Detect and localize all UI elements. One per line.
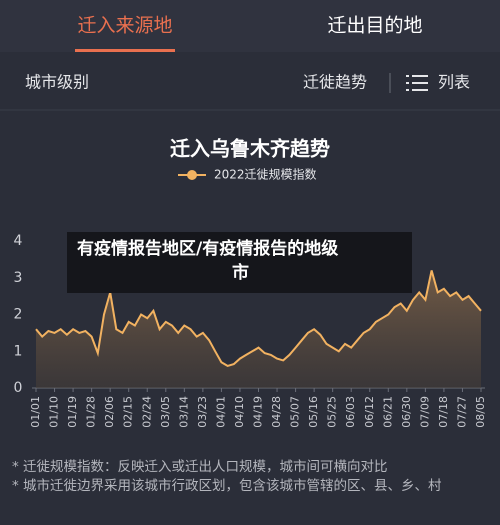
trend-button[interactable]: 迁徙趋势: [303, 73, 367, 92]
x-tick-label: 06/30: [400, 396, 413, 428]
x-tick-label: 06/12: [363, 396, 376, 428]
y-tick-label: 3: [14, 270, 23, 286]
list-icon: [406, 75, 428, 91]
legend-dot: [187, 170, 197, 180]
x-tick-label: 02/24: [140, 396, 153, 428]
x-tick-label: 03/05: [159, 396, 172, 428]
x-tick-label: 03/14: [177, 396, 190, 428]
tab-bar: [0, 0, 500, 52]
x-tick-label: 01/19: [66, 396, 79, 428]
x-tick-label: 01/01: [29, 396, 42, 428]
x-tick-label: 06/03: [344, 396, 357, 428]
x-tick-label: 04/10: [233, 396, 246, 428]
x-tick-label: 05/25: [326, 396, 339, 428]
note: * 城市迁徙边界采用该城市行政区划，包含该城市管辖的区、县、乡、村: [12, 478, 442, 494]
x-tick-label: 07/27: [455, 396, 468, 428]
x-tick-label: 04/01: [214, 396, 227, 428]
city-level-filter[interactable]: 城市级别: [25, 73, 89, 92]
y-tick-label: 0: [14, 380, 23, 396]
legend-label: 2022迁徙规模指数: [214, 167, 317, 182]
chart-title: 迁入乌鲁木齐趋势: [170, 137, 330, 161]
x-tick-label: 03/23: [196, 396, 209, 428]
x-tick-label: 01/10: [48, 396, 61, 428]
x-tick-label: 04/19: [252, 396, 265, 428]
notes: * 迁徙规模指数：反映迁入或迁出人口规模，城市间可横向对比 * 城市迁徙边界采用…: [12, 458, 490, 496]
y-tick-label: 1: [14, 343, 23, 359]
x-tick-label: 07/18: [437, 396, 450, 428]
y-tick-label: 4: [14, 233, 23, 249]
x-tick-label: 04/28: [270, 396, 283, 428]
y-tick-label: 2: [14, 307, 23, 323]
area: [36, 270, 481, 388]
x-tick-label: 06/21: [381, 396, 394, 428]
tab[interactable]: 迁出目的地: [327, 15, 422, 37]
note: * 迁徙规模指数：反映迁入或迁出人口规模，城市间可横向对比: [12, 459, 388, 475]
x-tick-label: 02/06: [103, 396, 116, 428]
caption-overlay: 有疫情报告地区/有疫情报告的地级 市: [67, 232, 412, 293]
x-tick-label: 07/09: [418, 396, 431, 428]
x-tick-label: 08/05: [474, 396, 487, 428]
tab-underline: [75, 49, 175, 52]
caption-line: 有疫情报告地区/有疫情报告的地级: [77, 239, 339, 259]
x-tick-label: 02/15: [122, 396, 135, 428]
x-tick-label: 01/28: [85, 396, 98, 428]
list-button[interactable]: 列表: [438, 73, 470, 92]
caption-line: 市: [232, 263, 249, 283]
x-tick-label: 05/16: [307, 396, 320, 428]
x-tick-label: 05/07: [289, 396, 302, 428]
tab-active[interactable]: 迁入来源地: [77, 15, 172, 37]
